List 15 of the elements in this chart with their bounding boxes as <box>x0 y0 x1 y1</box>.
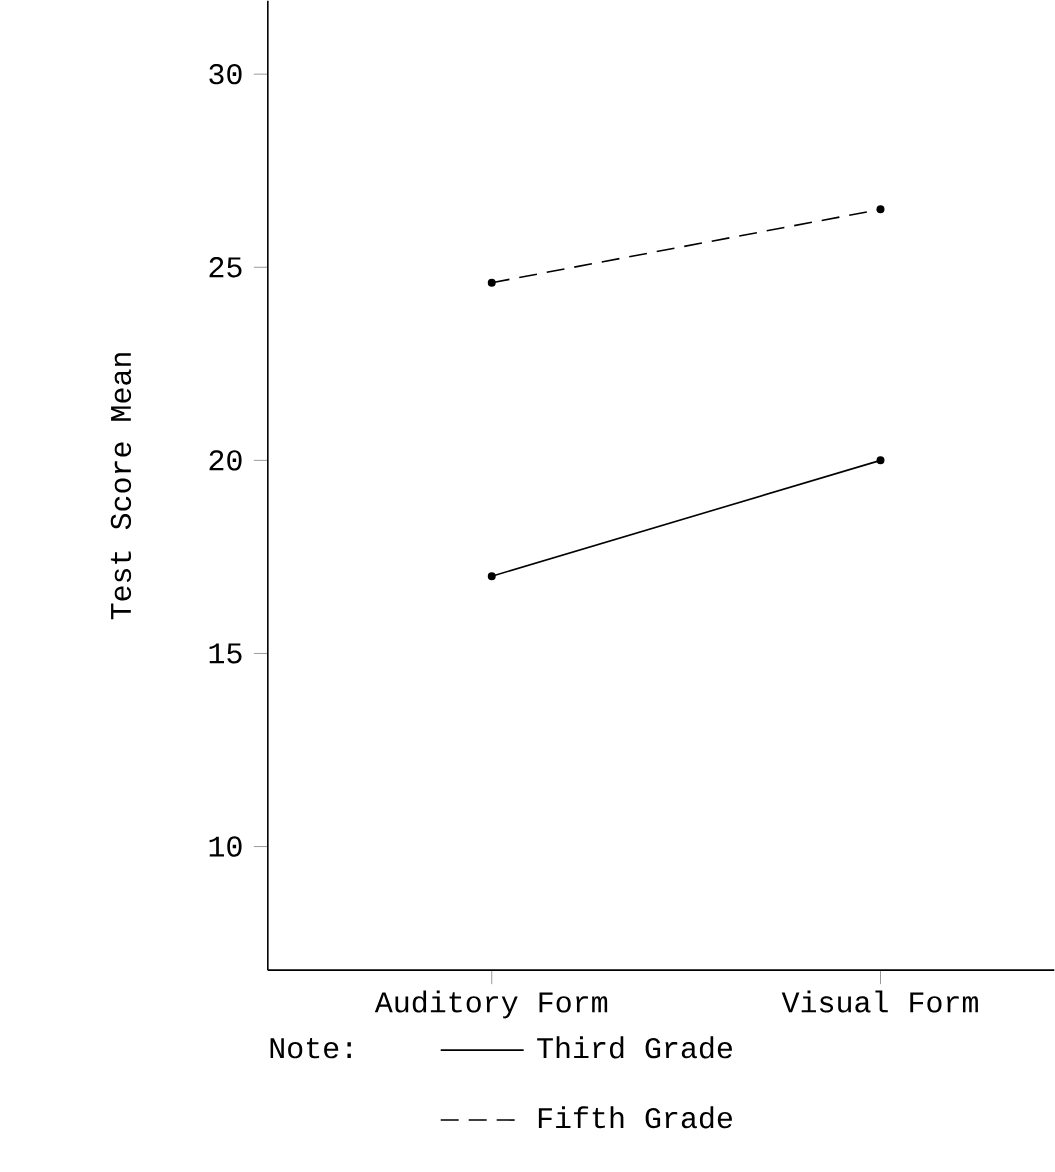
y-tick-label: 25 <box>209 257 242 278</box>
point <box>876 456 885 465</box>
y-tick-label: 30 <box>209 63 242 85</box>
point <box>487 572 496 581</box>
legend-label: Fifth Grade <box>538 1106 732 1129</box>
y-axis-title: Test Score Mean <box>110 353 132 620</box>
legend-label: Third Grade <box>537 1036 732 1059</box>
x-tick-label: Auditory Form <box>374 990 608 1019</box>
y-tick-label: 15 <box>209 643 242 664</box>
x-tick-label: Visual Form <box>781 990 978 1013</box>
y-tick-label: 10 <box>209 836 242 857</box>
point <box>876 205 885 214</box>
y-tick-label: 20 <box>209 450 242 471</box>
legend-title: Note: <box>270 1038 351 1059</box>
point <box>487 278 496 287</box>
